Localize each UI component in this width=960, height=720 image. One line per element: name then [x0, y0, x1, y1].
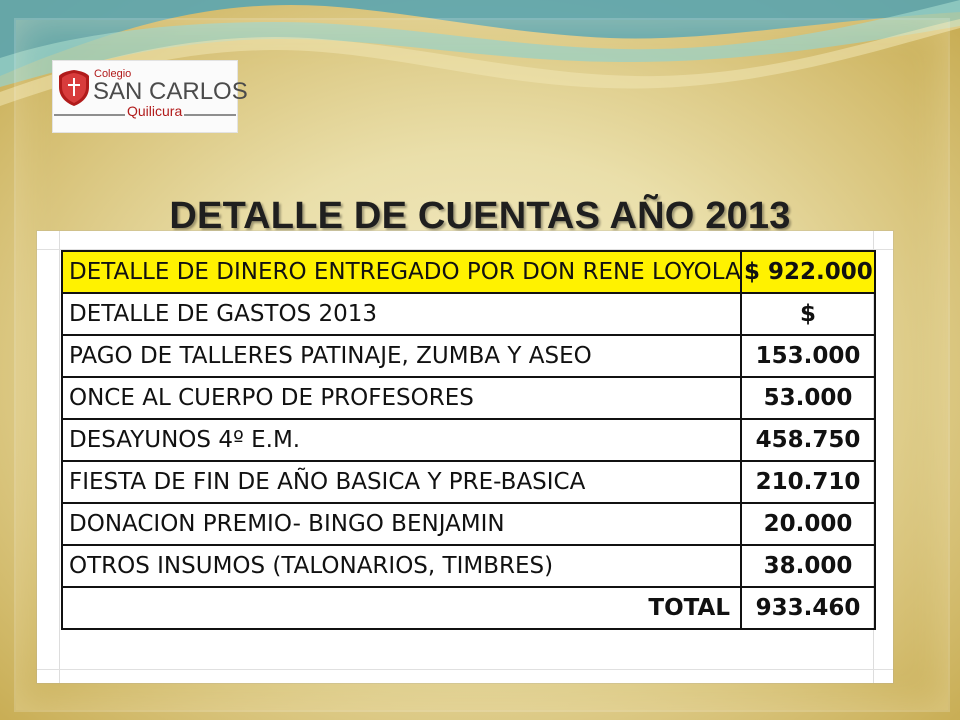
expense-amount: 53.000	[740, 376, 876, 420]
page-title: DETALLE DE CUENTAS AÑO 2013	[169, 195, 791, 238]
total-amount: 933.460	[740, 586, 876, 630]
total-label: TOTAL	[61, 586, 742, 630]
logo-small-text: Colegio	[94, 68, 132, 80]
expense-label: DONACION PREMIO- BINGO BENJAMIN	[61, 502, 742, 546]
spreadsheet-area: DETALLE DE DINERO ENTREGADO POR DON RENE…	[37, 231, 893, 683]
expense-amount: 210.710	[740, 460, 876, 504]
expense-label: ONCE AL CUERPO DE PROFESORES	[61, 376, 742, 420]
school-logo: Colegio SAN CARLOS Quilicura	[52, 60, 248, 133]
money-received-label: DETALLE DE DINERO ENTREGADO POR DON RENE…	[61, 250, 742, 294]
table-row: FIESTA DE FIN DE AÑO BASICA Y PRE-BASICA…	[61, 460, 876, 504]
money-received-amount: $ 922.000	[740, 250, 876, 294]
table-row: OTROS INSUMOS (TALONARIOS, TIMBRES) 38.0…	[61, 544, 876, 588]
expense-label: OTROS INSUMOS (TALONARIOS, TIMBRES)	[61, 544, 742, 588]
total-row: TOTAL 933.460	[61, 586, 876, 630]
expense-label: DESAYUNOS 4º E.M.	[61, 418, 742, 462]
expense-amount: 38.000	[740, 544, 876, 588]
logo-sub-text: Quilicura	[125, 103, 185, 119]
expense-amount: 153.000	[740, 334, 876, 378]
table-row: PAGO DE TALLERES PATINAJE, ZUMBA Y ASEO …	[61, 334, 876, 378]
sheet-gridline	[37, 669, 893, 670]
expenses-header-currency: $	[740, 292, 876, 336]
table-row: DESAYUNOS 4º E.M. 458.750	[61, 418, 876, 462]
expenses-header-label: DETALLE DE GASTOS 2013	[61, 292, 742, 336]
expenses-header-row: DETALLE DE GASTOS 2013 $	[61, 292, 876, 336]
money-received-row: DETALLE DE DINERO ENTREGADO POR DON RENE…	[61, 250, 876, 294]
table-row: DONACION PREMIO- BINGO BENJAMIN 20.000	[61, 502, 876, 546]
accounts-table: DETALLE DE DINERO ENTREGADO POR DON RENE…	[61, 250, 876, 630]
sheet-gridline	[37, 249, 893, 250]
expense-amount: 20.000	[740, 502, 876, 546]
sheet-gridline	[59, 231, 60, 683]
expense-label: PAGO DE TALLERES PATINAJE, ZUMBA Y ASEO	[61, 334, 742, 378]
table-row: ONCE AL CUERPO DE PROFESORES 53.000	[61, 376, 876, 420]
school-shield-icon	[59, 70, 89, 106]
expense-amount: 458.750	[740, 418, 876, 462]
logo-main-text: SAN CARLOS	[93, 78, 248, 105]
expense-label: FIESTA DE FIN DE AÑO BASICA Y PRE-BASICA	[61, 460, 742, 504]
